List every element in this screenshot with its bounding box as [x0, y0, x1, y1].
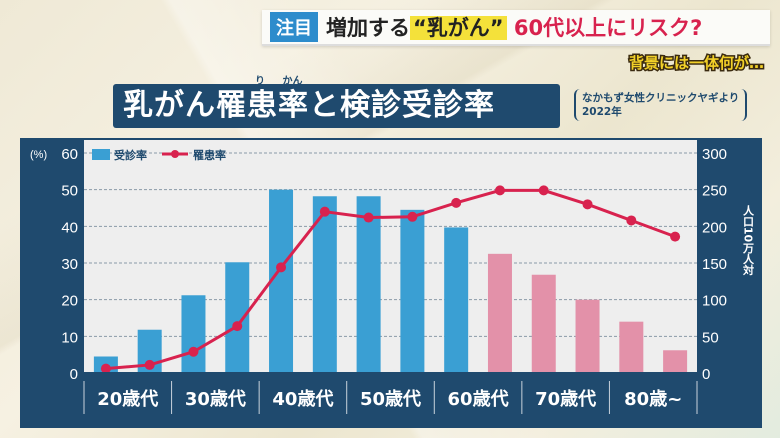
bar-受診率 [181, 295, 206, 373]
line-point [319, 206, 330, 217]
headline-bar: 注目 増加する “乳がん” 60代以上にリスク? [262, 10, 770, 46]
legend-label: 罹患率 [193, 148, 226, 162]
category-label: 60歳代 [448, 389, 509, 410]
right-tick-label: 100 [702, 293, 727, 310]
bar-受診率 [531, 274, 556, 373]
bar-受診率 [575, 299, 600, 373]
line-point [626, 215, 637, 226]
headline-lead: 増加する [326, 16, 410, 40]
bar-受診率 [487, 253, 512, 373]
chart-title: 乳がん罹患率と検診受診率 [113, 84, 560, 128]
line-point [276, 262, 287, 273]
category-label: 30歳代 [185, 389, 246, 410]
legend-label: 受診率 [114, 148, 147, 162]
line-point [451, 197, 462, 208]
line-point [494, 185, 505, 196]
furigana: り かん [255, 76, 303, 87]
line-point [188, 346, 199, 357]
headline: 増加する “乳がん” 60代以上にリスク? [326, 12, 702, 42]
bar-受診率 [356, 196, 381, 373]
plot-area [84, 140, 697, 373]
right-tick-label: 0 [702, 366, 710, 383]
source-note: なかもず女性クリニックヤギより 2022年 [574, 89, 748, 121]
left-axis-unit: (%) [30, 149, 47, 161]
category-label: 20歳代 [97, 389, 158, 410]
headline-highlight: “乳がん” [410, 16, 507, 40]
left-tick-label: 20 [61, 293, 78, 310]
right-tick-label: 300 [702, 146, 727, 163]
bar-受診率 [444, 227, 469, 373]
bar-受診率 [225, 262, 250, 373]
legend-bar-swatch [92, 149, 110, 160]
source-line2: 2022年 [582, 106, 622, 118]
right-tick-label: 200 [702, 219, 727, 236]
line-point [363, 212, 374, 223]
line-罹患率 [105, 188, 676, 371]
line-point [670, 231, 681, 242]
category-label: 40歳代 [272, 389, 333, 410]
legend-line-point [171, 150, 179, 158]
line-point [582, 199, 593, 210]
left-tick-label: 0 [70, 366, 78, 383]
bar-受診率 [312, 196, 337, 373]
left-tick-label: 40 [61, 219, 78, 236]
bar-受診率 [400, 209, 425, 373]
line-point [407, 211, 418, 222]
line-point [538, 185, 549, 196]
source-line1: なかもず女性クリニックヤギより [582, 92, 740, 104]
right-tick-label: 250 [702, 183, 727, 200]
line-point [144, 359, 155, 370]
line-point [232, 321, 243, 332]
bar-受診率 [663, 350, 688, 373]
right-tick-label: 50 [702, 329, 719, 346]
headline-risk: 60代以上にリスク? [513, 16, 703, 40]
attention-tag: 注目 [270, 12, 318, 42]
subheadline: 背景には一体何が… [627, 53, 765, 74]
right-tick-label: 150 [702, 256, 727, 273]
left-tick-label: 30 [61, 256, 78, 273]
category-label: 50歳代 [360, 389, 421, 410]
left-tick-label: 60 [61, 146, 78, 163]
category-label: 70歳代 [535, 389, 596, 410]
bar-受診率 [269, 189, 294, 373]
left-tick-label: 10 [61, 329, 78, 346]
left-tick-label: 50 [61, 183, 78, 200]
line-point [100, 363, 111, 374]
bar-受診率 [619, 321, 644, 373]
right-axis-label: 人口10万人対 [742, 204, 756, 276]
category-label: 80歳~ [624, 389, 682, 410]
